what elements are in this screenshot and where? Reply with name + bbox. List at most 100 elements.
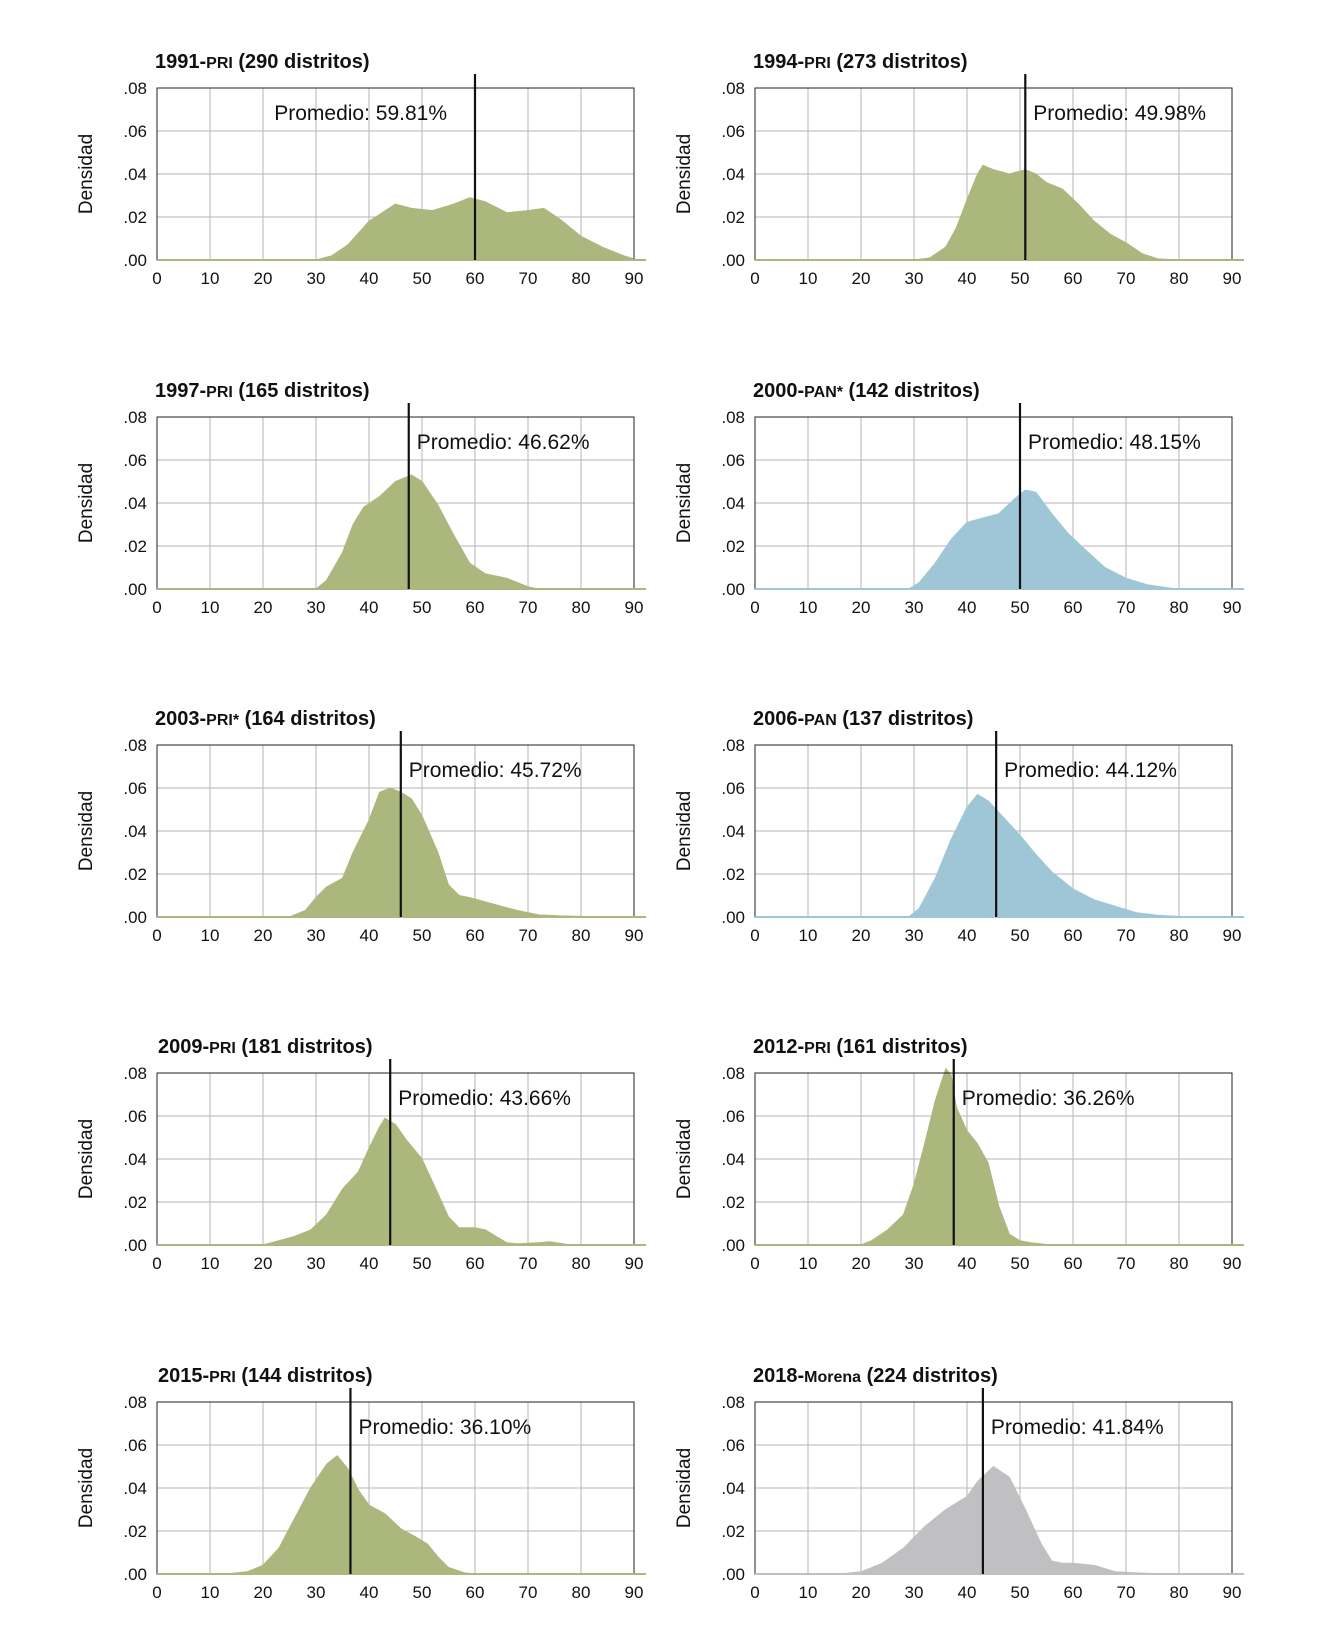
x-tick-label: 60 [466, 1583, 485, 1602]
x-tick-label: 10 [799, 1583, 818, 1602]
y-tick-label: .00 [721, 580, 745, 599]
y-tick-label: .00 [721, 908, 745, 927]
y-tick-label: .04 [123, 1479, 147, 1498]
y-tick-label: .08 [721, 1393, 745, 1412]
x-tick-label: 90 [1223, 269, 1242, 288]
y-tick-label: .04 [123, 165, 147, 184]
x-tick-label: 80 [1170, 598, 1189, 617]
y-tick-label: .06 [123, 451, 147, 470]
x-tick-label: 30 [905, 598, 924, 617]
x-tick-label: 20 [852, 1583, 871, 1602]
density-area [754, 1466, 1180, 1575]
x-tick-label: 80 [1170, 926, 1189, 945]
y-axis-label: Densidad [674, 1448, 695, 1528]
title-party: PRI* [206, 712, 240, 729]
x-tick-label: 20 [254, 1254, 273, 1273]
x-tick-label: 40 [360, 1583, 379, 1602]
title-year: 2012- [753, 1036, 804, 1058]
title-party: PRI [206, 55, 233, 72]
x-tick-label: 60 [1064, 926, 1083, 945]
y-tick-label: .06 [123, 779, 147, 798]
x-tick-label: 50 [1011, 269, 1030, 288]
y-tick-label: .06 [721, 779, 745, 798]
y-tick-label: .06 [123, 1107, 147, 1126]
y-tick-label: .00 [721, 1236, 745, 1255]
y-tick-label: .06 [721, 1436, 745, 1455]
x-tick-label: 40 [958, 1254, 977, 1273]
title-suffix: (224 distritos) [861, 1365, 998, 1387]
x-tick-label: 70 [519, 926, 538, 945]
title-party: PRI [804, 55, 831, 72]
x-tick-label: 30 [307, 598, 326, 617]
mean-label: Promedio: 43.66% [398, 1087, 571, 1110]
y-tick-label: .08 [721, 736, 745, 755]
title-year: 1997- [155, 380, 206, 402]
title-suffix: (164 distritos) [239, 708, 376, 730]
x-tick-label: 40 [958, 1583, 977, 1602]
title-party: Morena [804, 1369, 861, 1386]
chart-panel: Promedio: 36.26% 2012-PRI (161 distritos)… [674, 1036, 1244, 1273]
x-tick-label: 90 [625, 598, 644, 617]
x-tick-label: 10 [201, 598, 220, 617]
x-tick-label: 80 [572, 926, 591, 945]
y-tick-label: .08 [721, 1064, 745, 1083]
mean-label: Promedio: 46.62% [417, 431, 590, 454]
y-tick-label: .08 [123, 79, 147, 98]
y-tick-label: .08 [123, 1393, 147, 1412]
chart-panel: Promedio: 43.66% 2009-PRI (181 distritos)… [76, 1036, 646, 1273]
x-tick-label: 50 [413, 1254, 432, 1273]
y-tick-label: .06 [721, 1107, 745, 1126]
x-tick-label: 30 [307, 1583, 326, 1602]
panel-title: 2015-PRI (144 distritos) [158, 1365, 373, 1387]
y-axis-label: Densidad [674, 1119, 695, 1199]
density-area [156, 197, 635, 261]
x-tick-label: 0 [750, 926, 759, 945]
title-year: 1994- [753, 51, 804, 73]
x-tick-label: 80 [572, 1583, 591, 1602]
y-axis-label: Densidad [76, 134, 97, 214]
x-tick-label: 70 [1117, 598, 1136, 617]
x-tick-label: 10 [201, 269, 220, 288]
mean-label: Promedio: 59.81% [274, 102, 447, 125]
x-tick-label: 50 [1011, 926, 1030, 945]
x-tick-label: 30 [905, 926, 924, 945]
x-tick-label: 50 [1011, 1583, 1030, 1602]
y-tick-label: .02 [721, 208, 745, 227]
y-axis-label: Densidad [674, 134, 695, 214]
x-tick-label: 0 [750, 598, 759, 617]
title-suffix: (144 distritos) [236, 1365, 373, 1387]
y-tick-label: .04 [721, 494, 745, 513]
x-tick-label: 60 [466, 598, 485, 617]
y-axis-label: Densidad [76, 463, 97, 543]
y-tick-label: .00 [123, 580, 147, 599]
y-tick-label: .06 [721, 122, 745, 141]
y-tick-label: .00 [721, 251, 745, 270]
x-tick-label: 90 [1223, 926, 1242, 945]
title-party: PRI [209, 1040, 236, 1057]
y-axis-label: Densidad [76, 1448, 97, 1528]
panel-title: 2003-PRI* (164 distritos) [155, 708, 376, 730]
y-tick-label: .00 [123, 908, 147, 927]
density-area [156, 474, 540, 590]
y-tick-label: .08 [721, 79, 745, 98]
title-party: PAN* [804, 384, 844, 401]
x-tick-label: 40 [360, 598, 379, 617]
x-tick-label: 40 [360, 269, 379, 288]
x-tick-label: 60 [466, 926, 485, 945]
x-tick-label: 90 [1223, 1583, 1242, 1602]
x-tick-label: 0 [750, 269, 759, 288]
mean-label: Promedio: 36.10% [358, 1416, 531, 1439]
title-suffix: (181 distritos) [236, 1036, 373, 1058]
y-tick-label: .00 [123, 1236, 147, 1255]
density-area [754, 794, 1233, 918]
x-tick-label: 30 [905, 1254, 924, 1273]
y-tick-label: .04 [721, 165, 745, 184]
mean-label: Promedio: 44.12% [1004, 759, 1177, 782]
x-tick-label: 50 [413, 269, 432, 288]
x-tick-label: 90 [625, 269, 644, 288]
density-area [156, 1117, 571, 1246]
x-tick-label: 60 [1064, 1583, 1083, 1602]
y-tick-label: .02 [721, 537, 745, 556]
x-tick-label: 0 [750, 1254, 759, 1273]
x-tick-label: 40 [360, 1254, 379, 1273]
